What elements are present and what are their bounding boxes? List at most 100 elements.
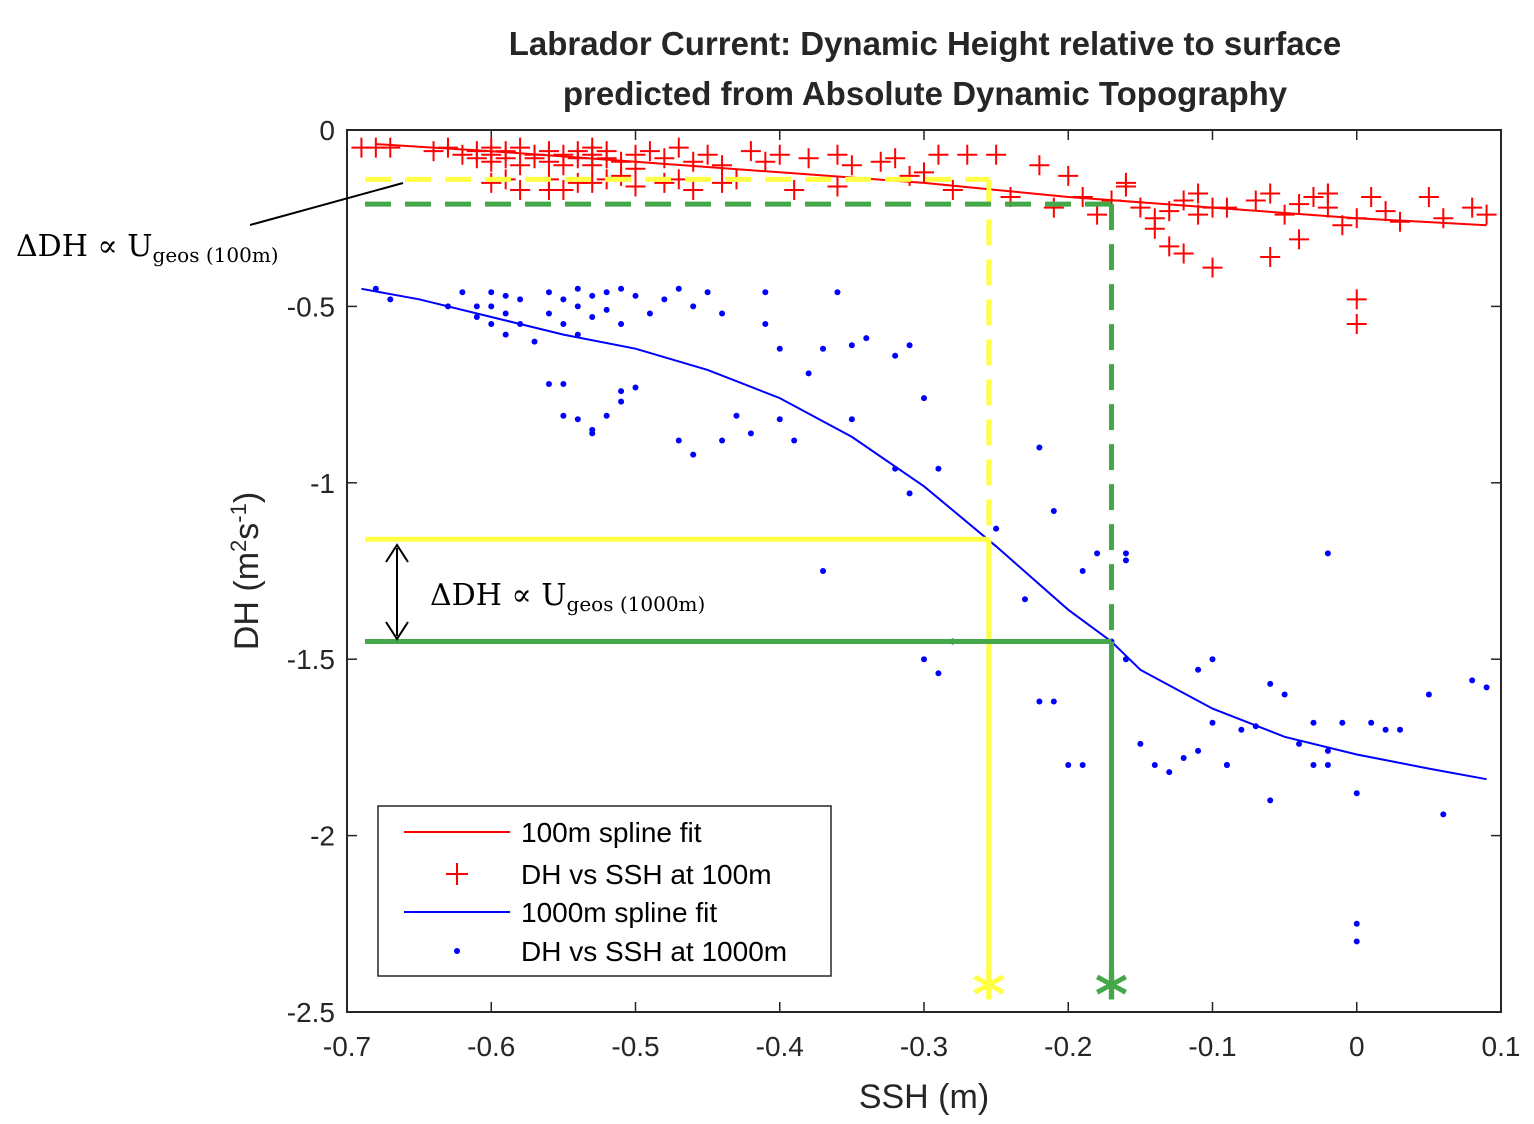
data-point-dot bbox=[502, 331, 509, 338]
data-point-plus bbox=[625, 176, 646, 197]
spline-fit-line bbox=[361, 287, 1487, 781]
series-2 bbox=[361, 287, 1487, 781]
series-layer bbox=[351, 137, 1497, 945]
data-point-plus bbox=[1043, 197, 1064, 218]
x-tick-label: -0.6 bbox=[467, 1031, 515, 1062]
data-point-dot bbox=[834, 289, 841, 296]
data-point-plus bbox=[755, 151, 776, 172]
data-point-dot bbox=[1353, 920, 1360, 927]
data-point-plus bbox=[510, 137, 531, 158]
data-point-dot bbox=[1440, 811, 1447, 818]
x-axis-label: SSH (m) bbox=[859, 1078, 989, 1116]
data-point-plus bbox=[798, 148, 819, 169]
data-point-plus bbox=[1274, 204, 1295, 225]
data-point-dot bbox=[372, 285, 379, 292]
data-point-dot bbox=[675, 437, 682, 444]
y-tick-label: -2.5 bbox=[287, 997, 335, 1028]
data-point-dot bbox=[517, 321, 524, 328]
data-point-dot bbox=[1079, 762, 1086, 769]
data-point-dot bbox=[921, 395, 927, 402]
data-point-dot bbox=[1036, 698, 1043, 705]
data-point-plus bbox=[1332, 215, 1353, 236]
data-point-dot bbox=[574, 331, 581, 338]
data-point-dot bbox=[531, 338, 538, 345]
y-tick-label: 0 bbox=[319, 115, 335, 146]
data-point-plus bbox=[1087, 204, 1108, 225]
data-point-plus bbox=[654, 148, 675, 169]
data-point-plus bbox=[495, 148, 516, 169]
data-point-plus bbox=[1202, 257, 1223, 278]
data-point-plus bbox=[639, 141, 660, 162]
data-point-plus bbox=[827, 176, 848, 197]
data-point-dot bbox=[459, 289, 466, 296]
data-point-dot bbox=[574, 416, 581, 423]
data-point-dot bbox=[1324, 550, 1331, 557]
data-point-dot bbox=[776, 345, 783, 352]
data-point-plus bbox=[1303, 187, 1324, 208]
data-point-dot bbox=[545, 310, 552, 317]
data-point-dot bbox=[690, 303, 697, 310]
data-point-dot bbox=[993, 525, 1000, 532]
x-tick-label: -0.5 bbox=[611, 1031, 659, 1062]
data-point-plus bbox=[1058, 165, 1079, 186]
data-point-dot bbox=[646, 310, 653, 317]
legend-swatch-100m-points bbox=[446, 863, 468, 885]
legend-label-1000m-points: DH vs SSH at 1000m bbox=[521, 936, 787, 967]
data-point-dot bbox=[1122, 656, 1129, 663]
data-point-dot bbox=[1122, 557, 1129, 564]
data-point-plus bbox=[611, 165, 632, 186]
data-point-plus bbox=[1245, 190, 1266, 211]
data-point-plus bbox=[466, 148, 487, 169]
data-point-dot bbox=[618, 388, 625, 395]
guide-1: * bbox=[365, 201, 1128, 1033]
data-point-plus bbox=[1476, 204, 1497, 225]
data-point-plus bbox=[1289, 229, 1310, 250]
data-point-dot bbox=[848, 416, 855, 423]
data-point-dot bbox=[473, 313, 480, 320]
data-point-dot bbox=[473, 303, 480, 310]
data-point-dot bbox=[1353, 938, 1360, 945]
data-point-dot bbox=[1469, 677, 1476, 684]
annotation-1000m-arrowhead-bottom bbox=[385, 621, 409, 641]
data-point-dot bbox=[444, 303, 451, 310]
y-tick-label: -0.5 bbox=[287, 291, 335, 322]
data-point-plus bbox=[697, 144, 718, 165]
data-point-dot bbox=[488, 321, 495, 328]
data-point-dot bbox=[1483, 684, 1490, 691]
data-point-plus bbox=[437, 137, 458, 158]
data-point-plus bbox=[582, 172, 603, 193]
data-point-plus bbox=[582, 137, 603, 158]
data-point-plus bbox=[1346, 289, 1367, 310]
data-point-plus bbox=[942, 179, 963, 200]
data-point-plus bbox=[1173, 190, 1194, 211]
data-point-plus bbox=[1144, 218, 1165, 239]
data-point-dot bbox=[1021, 596, 1028, 603]
data-point-dot bbox=[618, 398, 625, 405]
annotation-100m-pointer bbox=[249, 182, 404, 226]
data-point-dot bbox=[1223, 762, 1230, 769]
data-point-plus bbox=[423, 141, 444, 162]
data-point-plus bbox=[899, 165, 920, 186]
data-point-plus bbox=[596, 141, 617, 162]
guide-0: * bbox=[365, 176, 1006, 1033]
data-point-dot bbox=[1252, 723, 1259, 730]
data-point-dot bbox=[618, 321, 625, 328]
data-point-plus bbox=[1072, 187, 1093, 208]
annotation-1000m-text: ΔDH ∝ Ugeos (1000m) bbox=[430, 578, 705, 616]
data-point-dot bbox=[820, 345, 827, 352]
legend-label-100m-spline: 100m spline fit bbox=[521, 817, 702, 848]
data-point-plus bbox=[870, 151, 891, 172]
data-point-dot bbox=[632, 384, 639, 391]
data-point-plus bbox=[683, 151, 704, 172]
data-point-dot bbox=[517, 296, 524, 303]
series-1 bbox=[351, 137, 1497, 335]
data-point-dot bbox=[719, 437, 726, 444]
data-point-dot bbox=[762, 321, 769, 328]
data-point-plus bbox=[986, 144, 1007, 165]
data-point-dot bbox=[1353, 790, 1360, 797]
data-point-dot bbox=[574, 303, 581, 310]
legend-swatch-1000m-points bbox=[454, 948, 460, 954]
tick-labels: -0.7 -0.6 -0.5 -0.4 -0.3 -0.2 -0.1 0 0.1 0 -0.5 -1 -… bbox=[287, 115, 1521, 1062]
x-tick-label: -0.2 bbox=[1044, 1031, 1092, 1062]
x-tick-label: -0.3 bbox=[900, 1031, 948, 1062]
